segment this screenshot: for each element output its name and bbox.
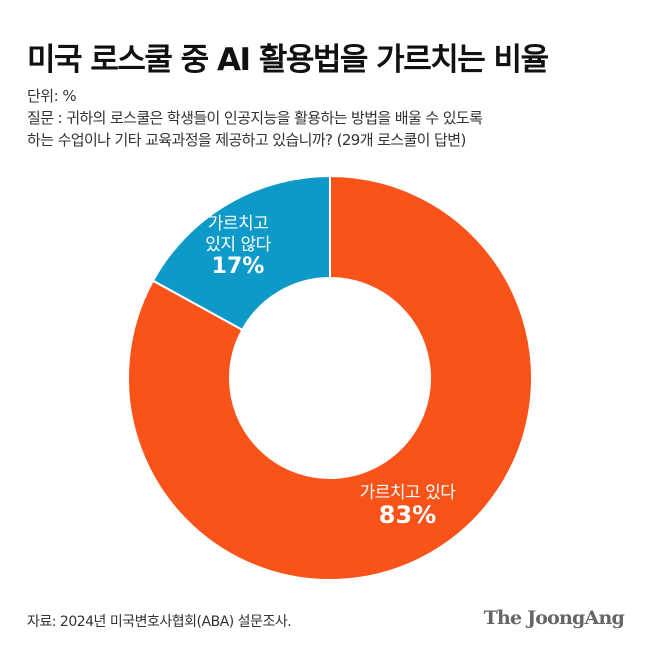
question-line-1: 질문 : 귀하의 로스쿨은 학생들이 인공지능을 활용하는 방법을 배울 수 있… [27,109,483,127]
donut-slice-1 [151,174,331,332]
label-not-teaching-line2: 있지 않다 [205,235,271,255]
donut-slice-0 [127,174,533,581]
label-teaching-line1: 가르치고 있다 [359,483,456,503]
value-teaching: 83% [378,501,437,529]
label-not-teaching: 가르치고 있지 않다 17% [178,214,298,279]
brand-logo: The JoongAng [483,607,625,629]
chart-title: 미국 로스쿨 중 AI 활용법을 가르치는 비율 [27,42,549,78]
value-not-teaching: 17% [211,254,265,279]
question-line-2: 하는 수업이나 기타 교육과정을 제공하고 있습니까? (29개 로스쿨이 답변… [27,131,466,149]
unit-label: 단위: % [27,87,77,105]
survey-question: 질문 : 귀하의 로스쿨은 학생들이 인공지능을 활용하는 방법을 배울 수 있… [27,107,637,151]
source-note: 자료: 2024년 미국변호사협회(ABA) 설문조사. [27,614,292,630]
label-not-teaching-line1: 가르치고 [207,214,269,234]
label-teaching: 가르치고 있다 83% [320,482,495,529]
